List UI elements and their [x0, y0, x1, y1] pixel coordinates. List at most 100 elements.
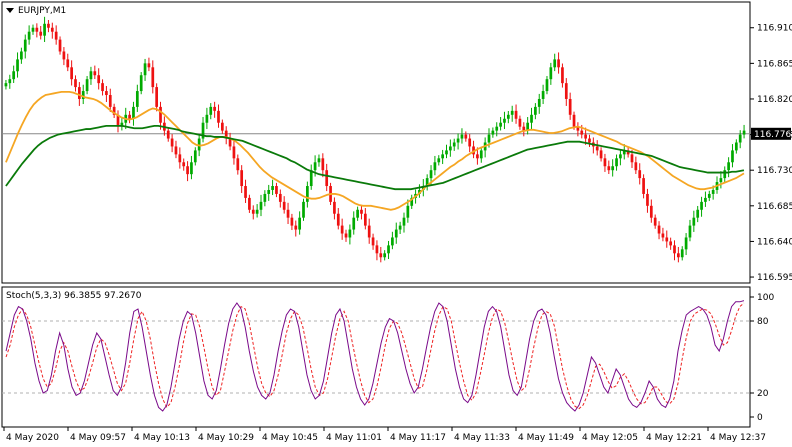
stochastic-series — [5, 300, 745, 412]
candle-body — [294, 225, 298, 230]
candle-body — [286, 209, 290, 218]
candle-body — [147, 63, 151, 68]
candle-body — [711, 189, 715, 194]
candle-body — [143, 63, 147, 76]
candle-body — [460, 134, 464, 139]
stochastic-tick-label: 100 — [757, 293, 774, 303]
candle-body — [255, 209, 259, 214]
candle-body — [534, 106, 537, 115]
candle-body — [468, 138, 472, 147]
price-axis: 116.595116.640116.685116.730116.775116.8… — [750, 24, 792, 283]
candle-body — [731, 150, 734, 163]
candle-body — [340, 225, 344, 234]
candle-body — [367, 225, 371, 238]
candle-body — [259, 201, 263, 210]
candle-body — [607, 166, 611, 171]
candle-body — [557, 59, 560, 68]
candle-body — [174, 146, 178, 155]
candle-body — [62, 51, 66, 60]
main-panel-frame — [1, 1, 751, 284]
time-axis: 4 May 2020 4 May 09:57 4 May 10:13 4 May 10… — [3, 427, 766, 443]
time-tick-label: 4 May 11:33 — [454, 433, 510, 443]
candle-body — [248, 197, 251, 210]
candle-body — [85, 79, 89, 92]
candle-body — [545, 79, 549, 92]
candle-body — [734, 142, 738, 151]
candle-body — [464, 134, 468, 139]
candle-body — [704, 197, 707, 202]
candle-body — [128, 114, 131, 119]
candle-body — [441, 154, 444, 159]
triangle-down-icon[interactable] — [6, 8, 14, 13]
candle-body — [723, 170, 727, 179]
candle-body — [518, 118, 522, 127]
stochastic-label: Stoch(5,3,3) 96.3855 97.2670 — [6, 291, 142, 301]
candle-body — [398, 225, 402, 230]
candle-body — [522, 126, 526, 131]
candle-body — [684, 237, 688, 250]
candle-body — [580, 130, 584, 135]
candle-body — [306, 186, 309, 202]
candle-body — [325, 170, 329, 187]
candle-body — [742, 130, 746, 135]
candle-body — [70, 67, 73, 80]
candle-body — [197, 138, 201, 151]
candle-body — [564, 83, 568, 99]
candle-body — [646, 193, 649, 206]
candle-body — [549, 67, 553, 80]
candle-body — [43, 23, 46, 36]
time-tick-label: 4 May 10:13 — [134, 433, 190, 443]
candle-body — [333, 201, 336, 214]
candle-body — [244, 186, 247, 198]
candle-body — [360, 209, 363, 214]
candle-body — [201, 122, 205, 139]
candle-body — [572, 114, 576, 127]
candle-body — [445, 150, 448, 155]
candle-body — [271, 186, 274, 190]
candle-body — [506, 114, 510, 119]
candle-body — [630, 154, 634, 163]
price-tick-label: 116.640 — [757, 237, 792, 247]
candle-body — [35, 27, 39, 32]
candle-body — [356, 209, 359, 218]
moving-averages — [5, 90, 745, 211]
candle-body — [186, 166, 189, 175]
time-tick-label: 4 May 10:45 — [262, 433, 318, 443]
price-tick-label: 116.730 — [757, 166, 792, 176]
candle-body — [622, 150, 626, 155]
candle-body — [16, 59, 19, 72]
candle-body — [603, 158, 607, 167]
candle-body — [394, 229, 398, 238]
candle-body — [232, 146, 236, 159]
candle-body — [383, 253, 387, 258]
candle-body — [313, 162, 317, 171]
candle-body — [27, 31, 31, 40]
candle-body — [209, 106, 213, 115]
candle-body — [707, 193, 711, 198]
candle-body — [182, 162, 186, 167]
candlestick-series — [4, 16, 746, 263]
candle-body — [688, 225, 692, 238]
candle-body — [54, 31, 58, 40]
candle-body — [240, 170, 244, 187]
candle-body — [317, 158, 321, 163]
candle-body — [213, 106, 216, 111]
candle-body — [568, 98, 572, 115]
candle-body — [561, 67, 564, 84]
slow-ma-line — [5, 124, 745, 191]
candle-body — [120, 122, 124, 127]
time-tick-label: 4 May 2020 — [6, 433, 59, 443]
candle-body — [491, 130, 495, 135]
candle-body — [275, 186, 278, 194]
candle-body — [236, 158, 240, 171]
candle-body — [290, 217, 294, 226]
candle-body — [526, 122, 530, 131]
candle-body — [553, 59, 557, 68]
candle-body — [626, 150, 630, 155]
stochastic-signal-line — [5, 302, 745, 410]
time-tick-label: 4 May 10:29 — [198, 433, 254, 443]
price-tick-label: 116.820 — [757, 95, 792, 105]
time-tick-label: 4 May 11:49 — [518, 433, 574, 443]
